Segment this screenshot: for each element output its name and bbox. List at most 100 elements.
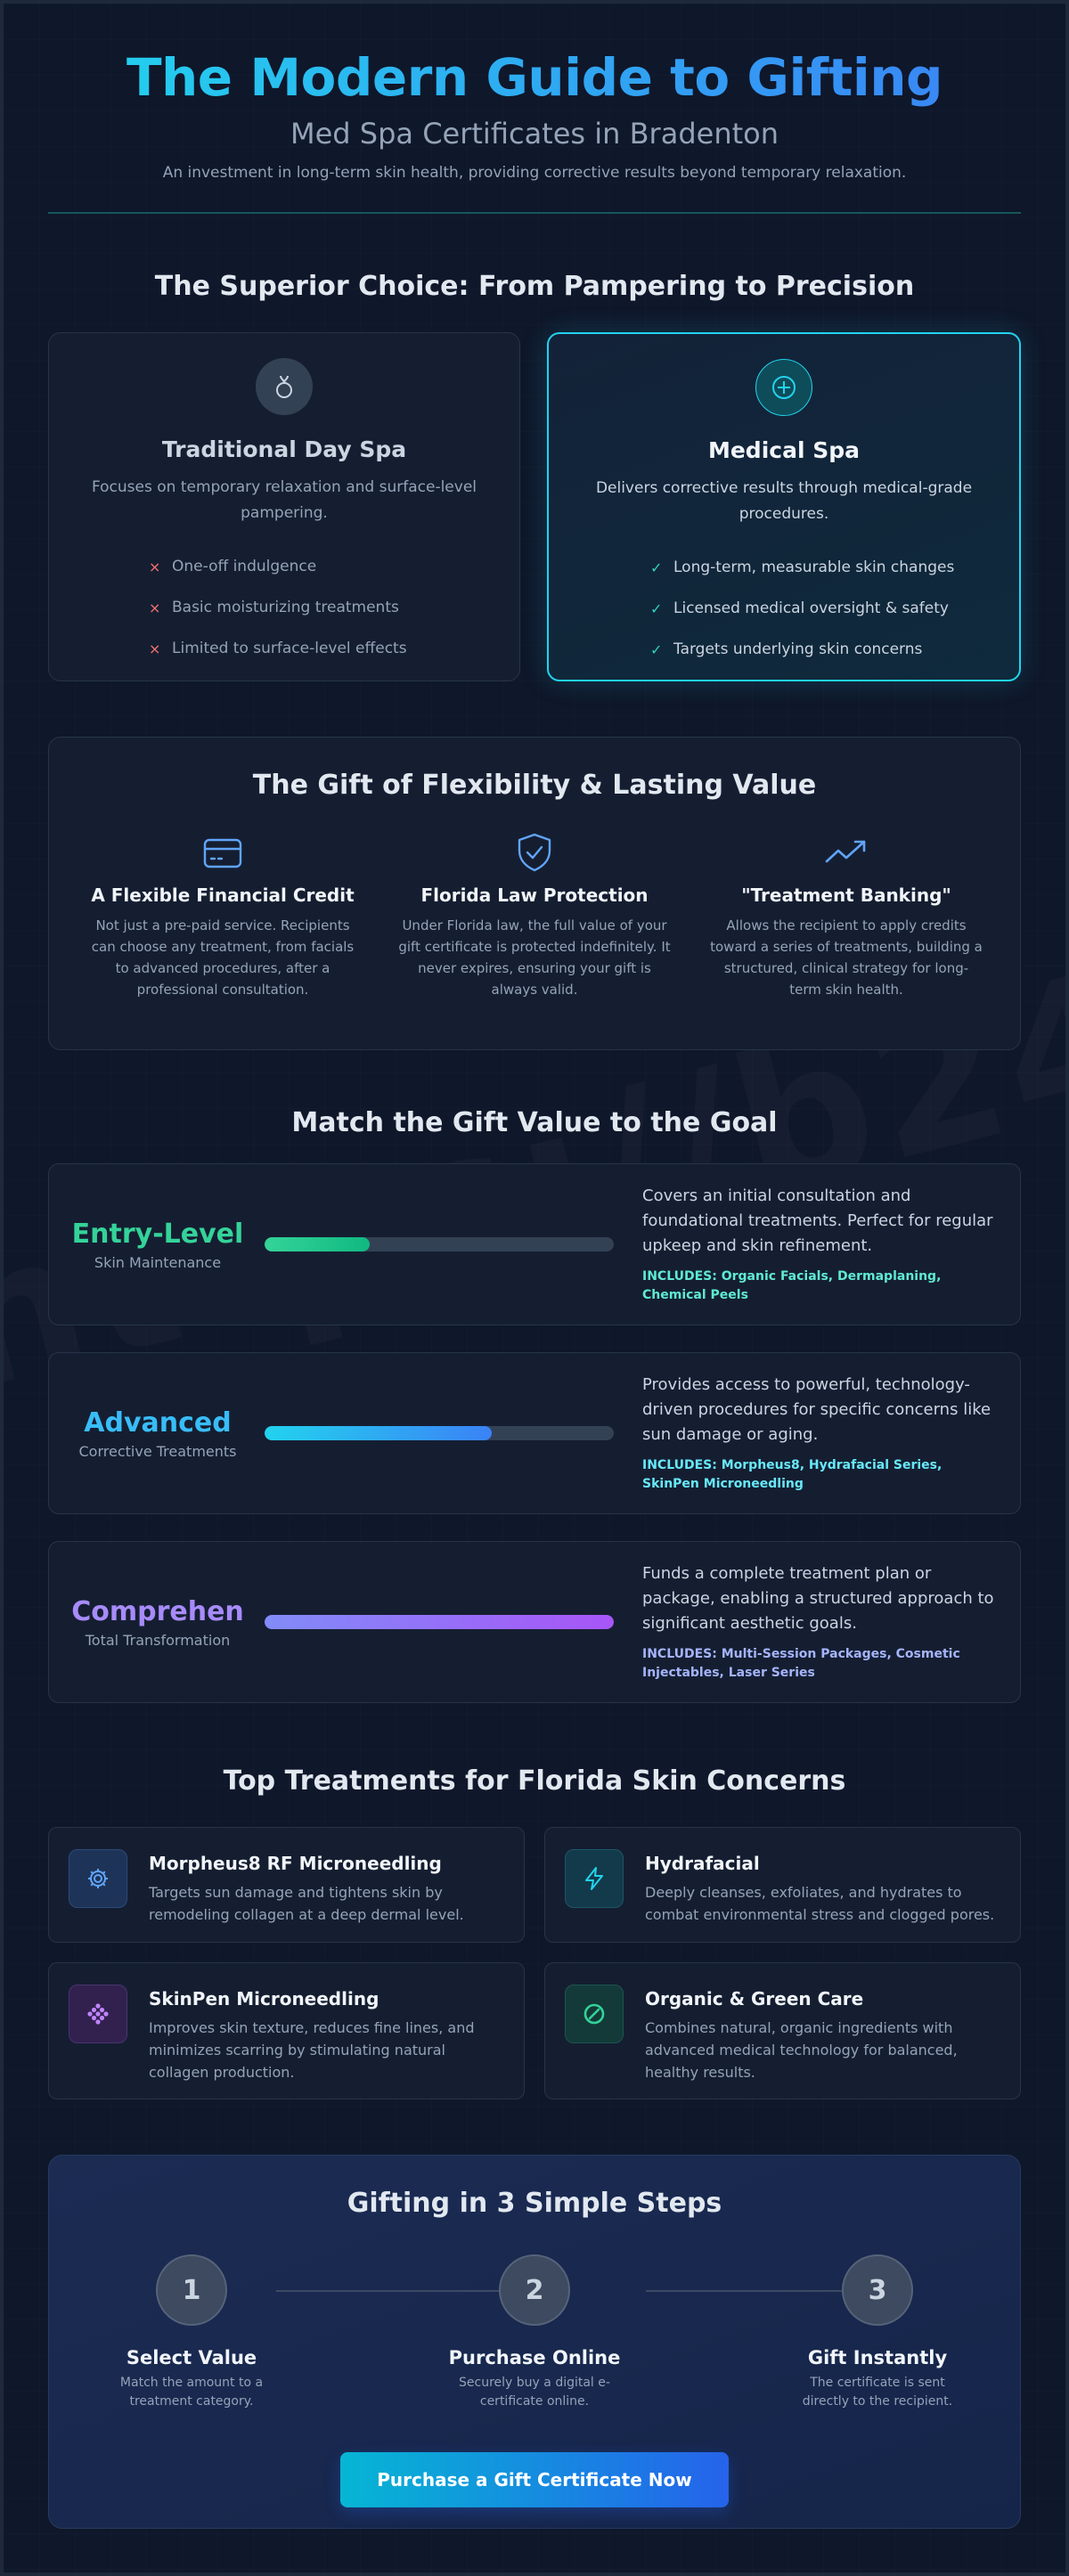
feature-treatment-banking: "Treatment Banking" Allows the recipient…: [690, 833, 1002, 1000]
list-item-label: One-off indulgence: [172, 558, 317, 575]
treatment-title: Hydrafacial: [645, 1853, 760, 1874]
tier-info: Covers an initial consultation and found…: [642, 1184, 995, 1305]
tier-name: Comprehen: [71, 1595, 244, 1627]
x-mark-icon: ×: [149, 599, 161, 616]
treatment-organic-green: Organic & Green Care Combines natural, o…: [544, 1962, 1021, 2099]
tier-label: Entry-Level Skin Maintenance: [69, 1219, 247, 1271]
feature-title: A Flexible Financial Credit: [91, 884, 355, 906]
tier-description: Covers an initial consultation and found…: [642, 1186, 993, 1255]
tier-includes: INCLUDES: Organic Facials, Dermaplaning,…: [642, 1269, 942, 1302]
comparison-section: The Superior Choice: From Pampering to P…: [48, 271, 1021, 681]
list-item: × Limited to surface-level effects: [149, 628, 493, 669]
header: The Modern Guide to Gifting Med Spa Cert…: [48, 45, 1021, 214]
steps-section: Gifting in 3 Simple Steps 1 Select Value…: [48, 2155, 1021, 2529]
credit-card-icon: [86, 833, 359, 872]
step-connector: [276, 2290, 499, 2292]
list-item: × One-off indulgence: [149, 546, 493, 587]
card-medical-spa: Medical Spa Delivers corrective results …: [547, 332, 1021, 681]
value-tiers-section: Match the Gift Value to the Goal Entry-L…: [48, 1107, 1021, 1703]
check-icon: ✓: [650, 640, 663, 658]
x-mark-icon: ×: [149, 640, 161, 657]
step-select-value: 1 Select Value Match the amount to a tre…: [85, 2254, 298, 2411]
check-icon: ✓: [650, 558, 663, 576]
feature-florida-law: Florida Law Protection Under Florida law…: [379, 833, 690, 1000]
treatments-title: Top Treatments for Florida Skin Concerns: [223, 1765, 846, 1797]
list-item-label: Limited to surface-level effects: [172, 640, 407, 657]
step-description: Match the amount to a treatment category…: [119, 2376, 264, 2409]
feature-description: Allows the recipient to apply credits to…: [710, 917, 983, 998]
treatment-title: Organic & Green Care: [645, 1988, 864, 2009]
treatment-description: Combines natural, organic ingredients wi…: [645, 2019, 958, 2081]
page-subtitle: Med Spa Certificates in Bradenton: [290, 117, 779, 151]
tier-subtitle: Skin Maintenance: [94, 1253, 222, 1271]
feature-flexible-credit: A Flexible Financial Credit Not just a p…: [67, 833, 379, 1000]
shield-check-icon: [398, 833, 671, 872]
treatment-hydrafacial: Hydrafacial Deeply cleanses, exfoliates,…: [544, 1827, 1021, 1943]
list-item-label: Licensed medical oversight & safety: [673, 599, 949, 617]
feature-title: Florida Law Protection: [420, 884, 649, 906]
tier-description: Funds a complete treatment plan or packa…: [642, 1564, 994, 1633]
step-description: Securely buy a digital e-certificate onl…: [459, 2376, 610, 2409]
gear-icon: [69, 1849, 127, 1908]
tiers-title: Match the Gift Value to the Goal: [291, 1107, 778, 1138]
feature-description: Not just a pre-paid service. Recipients …: [91, 917, 355, 998]
tier-level-bar: [265, 1615, 614, 1629]
list-item: × Basic moisturizing treatments: [149, 587, 493, 628]
treatment-title: Morpheus8 RF Microneedling: [149, 1853, 442, 1874]
list-item-label: Basic moisturizing treatments: [172, 599, 399, 616]
trending-up-icon: [710, 833, 983, 872]
page-description: An investment in long-term skin health, …: [162, 164, 907, 182]
tier-subtitle: Corrective Treatments: [78, 1442, 237, 1460]
flexibility-title: The Gift of Flexibility & Lasting Value: [252, 770, 817, 801]
card-description: Focuses on temporary relaxation and surf…: [91, 478, 477, 522]
tier-label: Comprehen Total Transformation: [69, 1596, 247, 1649]
tier-level-fill: [265, 1615, 614, 1629]
tier-level-bar: [265, 1237, 614, 1251]
x-mark-icon: ×: [149, 558, 161, 575]
tier-level-bar: [265, 1426, 614, 1440]
treatment-description: Deeply cleanses, exfoliates, and hydrate…: [645, 1884, 995, 1923]
treatment-skinpen: SkinPen Microneedling Improves skin text…: [48, 1962, 525, 2099]
tier-name: Advanced: [84, 1406, 232, 1439]
flexibility-section: The Gift of Flexibility & Lasting Value …: [48, 737, 1021, 1050]
list-item-label: Targets underlying skin concerns: [673, 640, 923, 658]
header-divider: [48, 212, 1021, 214]
step-purchase-online: 2 Purchase Online Securely buy a digital…: [428, 2254, 641, 2411]
tier-description: Provides access to powerful, technology-…: [642, 1375, 991, 1444]
comparison-title: The Superior Choice: From Pampering to P…: [154, 271, 915, 302]
step-title: Gift Instantly: [807, 2347, 948, 2368]
tier-includes: INCLUDES: Morpheus8, Hydrafacial Series,…: [642, 1458, 943, 1491]
feature-description: Under Florida law, the full value of you…: [398, 917, 671, 998]
step-number: 3: [842, 2254, 913, 2326]
leaf-circle-icon: [565, 1985, 624, 2043]
step-connector: [646, 2290, 869, 2292]
step-title: Select Value: [126, 2347, 257, 2368]
step-gift-instantly: 3 Gift Instantly The certificate is sent…: [771, 2254, 984, 2411]
step-title: Purchase Online: [448, 2347, 621, 2368]
step-number: 2: [499, 2254, 570, 2326]
treatment-description: Improves skin texture, reduces fine line…: [149, 2019, 475, 2081]
tier-name: Entry-Level: [71, 1218, 244, 1250]
card-description: Delivers corrective results through medi…: [595, 479, 973, 523]
card-list: ✓ Long-term, measurable skin changes ✓ Lic…: [575, 547, 992, 670]
feature-title: "Treatment Banking": [741, 884, 951, 906]
tier-includes: INCLUDES: Multi-Session Packages, Cosmet…: [642, 1647, 960, 1680]
tier-subtitle: Total Transformation: [85, 1631, 231, 1649]
lightning-icon: [565, 1849, 624, 1908]
spa-bell-icon: [256, 358, 313, 415]
step-number: 1: [156, 2254, 227, 2326]
tier-info: Funds a complete treatment plan or packa…: [642, 1561, 995, 1683]
tier-comprehensive: Comprehen Total Transformation Funds a com…: [48, 1541, 1021, 1703]
card-title: Traditional Day Spa: [161, 436, 407, 462]
card-list: × One-off indulgence × Basic moisturizing …: [76, 546, 493, 669]
check-icon: ✓: [650, 599, 663, 617]
card-traditional-day-spa: Traditional Day Spa Focuses on temporary…: [48, 332, 520, 681]
tier-entry-level: Entry-Level Skin Maintenance Covers an ini…: [48, 1163, 1021, 1325]
medical-plus-icon: [755, 359, 812, 416]
card-title: Medical Spa: [707, 437, 861, 463]
purchase-gift-certificate-button[interactable]: Purchase a Gift Certificate Now: [340, 2452, 729, 2507]
tier-level-fill: [265, 1426, 492, 1440]
step-description: The certificate is sent directly to the …: [802, 2376, 953, 2409]
treatment-description: Targets sun damage and tightens skin by …: [149, 1884, 464, 1923]
